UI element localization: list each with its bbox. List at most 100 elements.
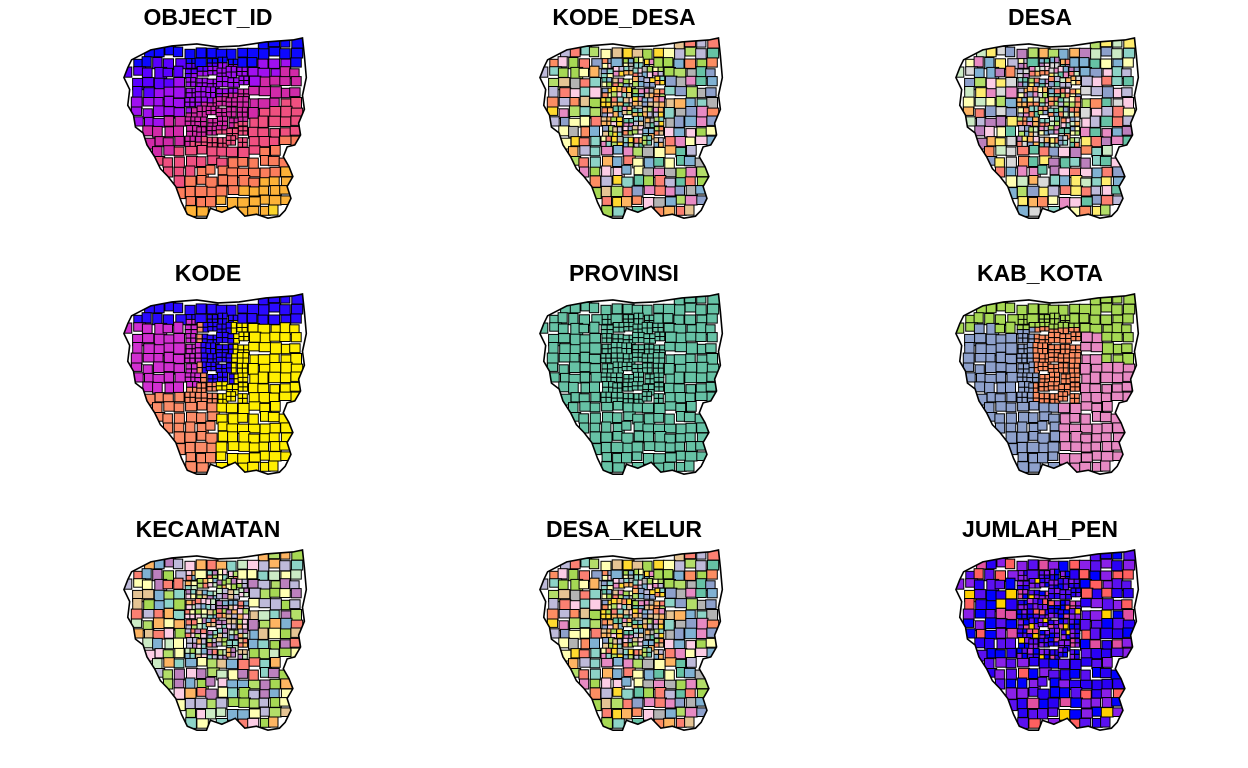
district-polygon	[1069, 638, 1076, 644]
district-polygon	[1027, 391, 1034, 399]
district-polygon	[658, 608, 666, 615]
district-polygon	[684, 558, 698, 569]
district-polygon	[1080, 669, 1091, 682]
district-polygon	[638, 56, 644, 64]
district-polygon	[646, 618, 653, 625]
district-polygon	[653, 47, 665, 58]
district-polygon	[242, 628, 249, 634]
district-polygon	[269, 384, 280, 394]
district-polygon	[230, 583, 237, 591]
district-polygon	[1063, 97, 1070, 103]
district-polygon	[600, 48, 612, 60]
district-polygon	[654, 175, 667, 187]
district-polygon	[215, 107, 223, 114]
district-polygon	[227, 594, 235, 600]
district-polygon	[1016, 135, 1023, 142]
district-polygon	[215, 96, 223, 102]
district-polygon	[1122, 569, 1134, 580]
district-polygon	[269, 128, 280, 138]
district-polygon	[268, 688, 280, 699]
district-polygon	[1080, 657, 1093, 667]
district-polygon	[600, 68, 608, 75]
district-polygon	[257, 115, 269, 128]
district-polygon	[578, 669, 589, 680]
district-polygon	[605, 652, 612, 660]
district-polygon	[216, 587, 223, 595]
district-polygon	[216, 88, 223, 95]
district-polygon	[1068, 101, 1076, 108]
district-polygon	[173, 658, 185, 669]
district-polygon	[616, 126, 623, 133]
district-polygon	[194, 347, 202, 354]
district-polygon	[1016, 391, 1023, 398]
district-polygon	[1017, 452, 1028, 462]
district-polygon	[228, 599, 234, 606]
district-polygon	[994, 579, 1005, 590]
district-polygon	[1005, 65, 1016, 78]
district-polygon	[237, 130, 244, 136]
district-polygon	[631, 451, 643, 461]
district-polygon	[610, 598, 618, 605]
district-polygon	[589, 342, 602, 355]
district-polygon	[206, 334, 214, 341]
district-polygon	[1048, 88, 1055, 95]
district-polygon	[1062, 623, 1069, 630]
district-polygon	[653, 157, 665, 167]
district-polygon	[227, 589, 235, 595]
district-polygon	[590, 627, 603, 639]
district-polygon	[227, 82, 235, 88]
district-polygon	[1070, 80, 1077, 86]
district-polygon	[643, 82, 651, 88]
district-polygon	[290, 569, 302, 580]
district-polygon	[184, 68, 192, 75]
district-polygon	[1058, 618, 1064, 625]
district-polygon	[1032, 608, 1040, 615]
district-polygon	[1059, 157, 1072, 169]
district-polygon	[683, 411, 696, 423]
district-polygon	[248, 392, 260, 404]
district-polygon	[1074, 382, 1081, 388]
district-polygon	[1068, 357, 1076, 364]
district-polygon	[1062, 647, 1069, 653]
district-polygon	[1028, 718, 1041, 729]
district-polygon	[653, 669, 665, 679]
map-panel: KAB_KOTA	[832, 256, 1248, 512]
district-polygon	[1089, 627, 1101, 640]
district-polygon	[1089, 67, 1103, 78]
district-polygon	[632, 323, 639, 330]
district-polygon	[205, 676, 216, 687]
district-polygon	[1100, 371, 1114, 384]
district-polygon	[578, 323, 589, 334]
district-polygon	[1005, 637, 1016, 649]
district-polygon	[152, 373, 166, 384]
district-polygon	[196, 66, 204, 72]
district-polygon	[1017, 58, 1025, 65]
district-polygon	[189, 647, 196, 654]
district-polygon	[225, 647, 232, 653]
district-polygon	[1089, 323, 1103, 334]
district-polygon	[653, 57, 664, 68]
district-polygon	[621, 86, 628, 94]
district-polygon	[172, 302, 184, 314]
district-polygon	[1028, 687, 1039, 697]
district-polygon	[685, 106, 698, 118]
district-polygon	[1112, 617, 1125, 630]
district-polygon	[227, 157, 240, 169]
district-polygon	[1068, 618, 1075, 625]
district-polygon	[644, 570, 650, 578]
district-polygon	[605, 613, 612, 620]
district-polygon	[1026, 185, 1040, 197]
district-polygon	[643, 157, 656, 169]
district-polygon	[1080, 598, 1092, 608]
district-polygon	[610, 116, 618, 123]
district-polygon	[695, 48, 707, 60]
district-polygon	[616, 121, 623, 127]
district-polygon	[196, 657, 208, 667]
district-polygon	[657, 362, 664, 369]
district-polygon	[1005, 381, 1016, 393]
district-polygon	[196, 145, 208, 155]
district-polygon	[1017, 619, 1024, 626]
district-polygon	[627, 648, 634, 656]
district-polygon	[675, 194, 687, 205]
district-polygon	[1101, 128, 1112, 138]
